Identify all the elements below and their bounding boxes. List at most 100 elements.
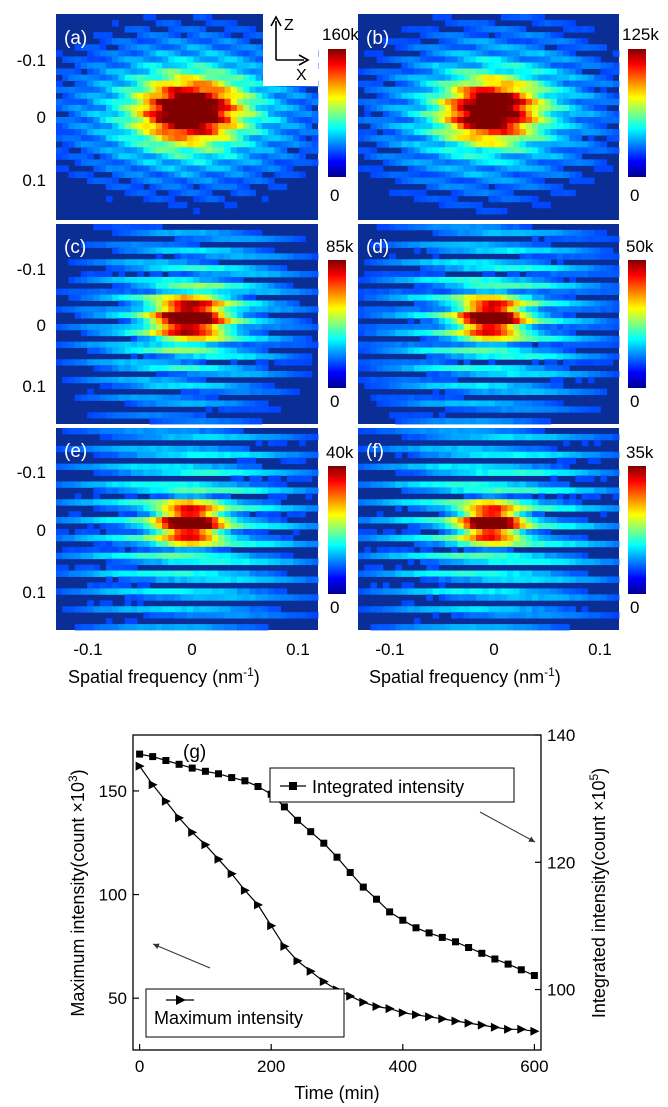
heatmap-cell (376, 400, 384, 407)
heatmap-cell (286, 594, 294, 601)
heatmap-cell (211, 92, 219, 100)
heatmap-cell (174, 463, 182, 470)
heatmap-cell (476, 68, 483, 75)
heatmap-cell (550, 353, 558, 360)
heatmap-cell (382, 135, 390, 142)
heatmap-cell (193, 341, 200, 348)
heatmap-cell (268, 110, 275, 118)
heatmap-cell (112, 540, 119, 548)
heatmap-cell (556, 129, 564, 136)
heatmap-cell (274, 388, 281, 395)
heatmap-cell (544, 80, 552, 88)
heatmap-cell (544, 265, 552, 272)
heatmap-cell (218, 282, 225, 290)
heatmap-cell (199, 92, 207, 100)
heatmap-cell (199, 253, 207, 260)
heatmap-cell (376, 324, 384, 331)
heatmap-cell (401, 44, 409, 51)
heatmap-cell (469, 201, 477, 209)
heatmap-cell (199, 529, 207, 536)
heatmap-cell (218, 371, 225, 378)
heatmap-cell (255, 153, 263, 160)
heatmap-cell (463, 288, 471, 295)
heatmap-cell (538, 318, 545, 325)
heatmap-cell (243, 171, 250, 178)
heatmap-cell (488, 86, 496, 94)
heatmap-cell (105, 135, 113, 142)
heatmap-cell (149, 481, 157, 488)
heatmap-cell (395, 306, 402, 313)
heatmap-cell (612, 371, 620, 378)
heatmap-cell (513, 247, 520, 254)
heatmap-cell (457, 229, 465, 237)
heatmap-cell (606, 135, 614, 142)
heatmap-cell (457, 110, 465, 118)
heatmap-cell (575, 406, 583, 413)
heatmap-cell (174, 62, 182, 69)
heatmap-cell (143, 276, 150, 284)
heatmap-cell (149, 347, 157, 354)
heatmap-cell (426, 347, 433, 354)
heatmap-cell (286, 353, 294, 360)
heatmap-cell (463, 44, 471, 51)
heatmap-cell (364, 365, 371, 372)
heatmap-cell (155, 62, 163, 69)
heatmap-cell (93, 324, 101, 331)
heatmap-cell (124, 451, 132, 459)
heatmap-cell (364, 312, 371, 319)
heatmap-cell (550, 294, 558, 301)
heatmap-cell (581, 56, 589, 63)
heatmap-cell (382, 347, 390, 354)
heatmap-cell (149, 606, 157, 613)
heatmap-cell (249, 624, 257, 631)
heatmap-cell (211, 74, 219, 82)
heatmap-cell (544, 32, 552, 39)
heatmap-cell (268, 481, 275, 488)
heatmap-cell (205, 406, 213, 413)
heatmap-cell (180, 382, 188, 390)
heatmap-cell (293, 433, 300, 441)
heatmap-cell (432, 165, 440, 172)
heatmap-cell (224, 400, 232, 407)
heatmap-cell (218, 271, 225, 278)
heatmap-cell (494, 50, 502, 57)
heatmap-cell (476, 98, 483, 106)
heatmap-cell (230, 201, 238, 209)
heatmap-cell (507, 247, 514, 254)
heatmap-cell (62, 359, 69, 366)
heatmap-cell (174, 247, 182, 254)
heatmap-cell (243, 265, 250, 272)
heatmap-cell (469, 224, 477, 231)
heatmap-cell (199, 147, 207, 154)
heatmap-cell (293, 558, 300, 566)
heatmap-cell (162, 523, 169, 530)
heatmap-cell (426, 183, 433, 191)
heatmap-cell (507, 86, 514, 94)
heatmap-cell (513, 224, 520, 231)
heatmap-cell (236, 517, 244, 524)
heatmap-cell (513, 259, 520, 266)
heatmap-cell (174, 612, 182, 619)
heatmap-cell (174, 129, 182, 136)
heatmap-cell (507, 294, 514, 301)
heatmap-cell (112, 499, 119, 506)
heatmap-cell (488, 271, 496, 278)
heatmap-cell (80, 80, 88, 88)
heatmap-cell (401, 329, 409, 337)
heatmap-cell (124, 189, 132, 197)
heatmap-cell (389, 312, 396, 319)
heatmap-cell (432, 123, 440, 130)
heatmap-cell (438, 38, 446, 45)
heatmap-cell (261, 300, 269, 307)
heatmap-cell (606, 282, 614, 290)
heatmap-cell (550, 382, 558, 390)
heatmap-cell (243, 606, 250, 613)
heatmap-cell (80, 56, 88, 63)
heatmap-cell (420, 195, 427, 203)
heatmap-cell (149, 612, 157, 619)
heatmap-cell (93, 271, 101, 278)
heatmap-cell (80, 534, 88, 542)
heatmap-cell (261, 469, 269, 476)
heatmap-cell (299, 511, 306, 518)
heatmap-cell (525, 104, 533, 112)
